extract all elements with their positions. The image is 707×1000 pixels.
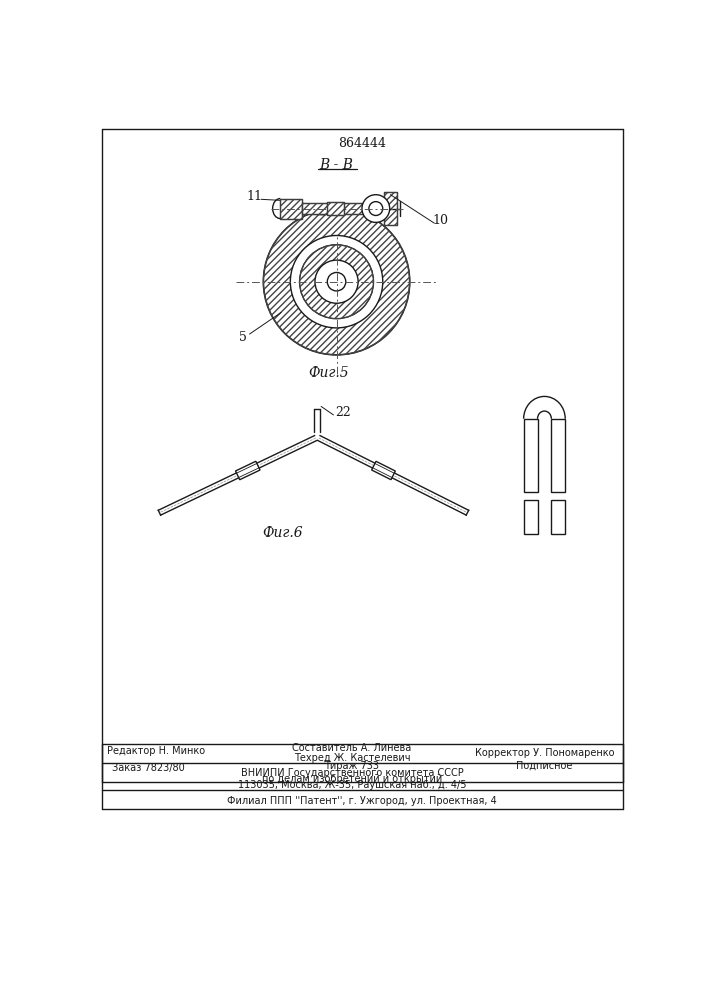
- Circle shape: [327, 272, 346, 291]
- Text: Редактор Н. Минко: Редактор Н. Минко: [107, 746, 204, 756]
- Text: ВНИИПИ Государственного комитета СССР: ВНИИПИ Государственного комитета СССР: [240, 768, 463, 778]
- Text: 864444: 864444: [338, 137, 386, 150]
- Bar: [551, 419, 565, 492]
- Text: Фиг.5: Фиг.5: [308, 366, 349, 380]
- Text: Подписное: Подписное: [516, 761, 573, 771]
- Bar: [327, 202, 344, 215]
- Bar: [302, 203, 363, 214]
- Bar: [383, 192, 397, 225]
- Text: Филиал ППП ''Патент'', г. Ужгород, ул. Проектная, 4: Филиал ППП ''Патент'', г. Ужгород, ул. П…: [227, 796, 497, 806]
- Bar: [302, 203, 363, 214]
- Text: Фиг.6: Фиг.6: [262, 526, 303, 540]
- Text: по делам изобретений и открытий: по делам изобретений и открытий: [262, 774, 442, 784]
- Polygon shape: [235, 461, 260, 480]
- Circle shape: [264, 209, 409, 355]
- Text: В - В: В - В: [320, 158, 354, 172]
- Circle shape: [362, 195, 390, 222]
- Bar: [281, 199, 302, 219]
- Circle shape: [300, 245, 373, 319]
- Bar: [551, 500, 565, 534]
- Text: 10: 10: [433, 214, 448, 227]
- Bar: [524, 419, 537, 492]
- Circle shape: [315, 260, 358, 303]
- Circle shape: [369, 202, 382, 215]
- Text: Техред Ж. Кастелевич: Техред Ж. Кастелевич: [293, 753, 410, 763]
- Text: Заказ 7823/80: Заказ 7823/80: [112, 763, 185, 773]
- Polygon shape: [372, 461, 395, 480]
- Text: Корректор У. Пономаренко: Корректор У. Пономаренко: [474, 748, 614, 758]
- Text: 113035, Москва, Ж-35, Раушская наб., д. 4/5: 113035, Москва, Ж-35, Раушская наб., д. …: [238, 780, 466, 790]
- Circle shape: [291, 235, 382, 328]
- Text: Тираж 733: Тираж 733: [325, 761, 380, 771]
- Bar: [327, 202, 344, 215]
- Bar: [383, 192, 397, 225]
- Bar: [281, 199, 302, 219]
- Text: 22: 22: [335, 406, 351, 419]
- Text: 5: 5: [239, 331, 247, 344]
- Text: 11: 11: [247, 190, 263, 204]
- Bar: [524, 500, 537, 534]
- Text: Составитель А. Линева: Составитель А. Линева: [292, 743, 411, 753]
